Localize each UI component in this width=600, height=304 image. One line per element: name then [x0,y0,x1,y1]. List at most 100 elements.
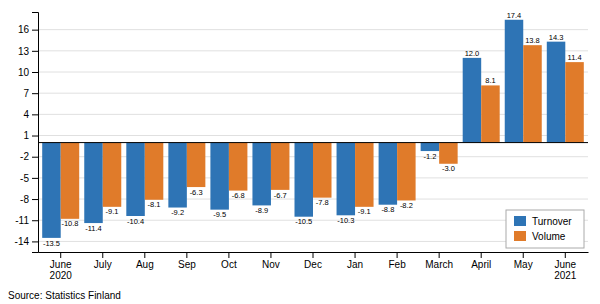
x-tick-label: March [425,259,453,270]
data-label: -8.2 [400,201,413,210]
bar [523,45,542,142]
x-tick-mark [144,252,145,258]
y-tick: 13 [18,46,38,57]
legend-swatch [514,216,526,226]
x-tick-label-line: June [554,259,576,270]
x-tick-label-line: 2020 [50,270,73,281]
legend-swatch [514,231,526,241]
y-tick-label: -11 [15,215,29,226]
data-label: -6.3 [190,188,203,197]
data-label: -10.3 [337,216,354,225]
legend-frame [506,210,584,248]
zero-line [38,142,588,143]
bar [547,42,566,143]
data-label: 13.8 [525,36,540,45]
bar [126,143,145,216]
x-tick-label-line: Aug [136,259,154,270]
y-tick-mark [32,72,38,73]
x-tick-mark [228,252,229,258]
bar [168,143,187,208]
data-label: -1.2 [423,152,436,161]
bar [271,143,290,190]
chart: -14-11-8-5-2147101316June2020JulyAugSepO… [0,0,600,304]
x-tick-label-line: June [50,259,72,270]
y-tick-label: -14 [15,236,30,247]
y-tick-mark [32,241,38,242]
x-tick-label-line: Sep [178,259,196,270]
bar [481,85,500,142]
bar [187,143,206,187]
y-tick-label: -2 [20,151,29,162]
data-label: -8.9 [255,206,268,215]
x-tick-label: July [94,259,112,270]
y-tick: 1 [23,130,38,141]
x-tick-mark [102,252,103,258]
x-tick-label-line: Feb [388,259,406,270]
data-label: 17.4 [507,11,522,20]
y-tick: -2 [20,151,38,162]
x-tick-mark [481,252,482,258]
x-tick-label: Aug [136,259,154,270]
y-tick-mark [32,30,38,31]
x-tick-label-line: May [514,259,533,270]
x-tick-mark [186,252,187,258]
x-tick: Sep [178,252,196,270]
data-labels: -13.5-11.4-10.4-9.2-9.5-8.9-10.5-10.3-8.… [43,11,582,248]
y-tick-label: 16 [18,24,30,35]
y-tick-mark [32,199,38,200]
bar [463,58,482,143]
x-tick-mark [565,252,566,258]
legend-item: Volume [514,231,566,242]
data-label: -6.7 [274,191,287,200]
bar [103,143,122,207]
legend-item: Turnover [514,216,572,227]
data-label: -9.1 [106,207,119,216]
data-label: -10.8 [61,219,78,228]
y-tick: 7 [23,88,38,99]
data-label: -3.0 [442,164,455,173]
bars [42,20,584,238]
x-tick-label: Feb [388,259,406,270]
y-tick: -8 [20,194,38,205]
y-tick-mark [32,51,38,52]
x-tick-mark [397,252,398,258]
legend-label: Turnover [532,216,572,227]
data-label: -8.1 [148,200,161,209]
x-axis: June2020JulyAugSepOctNovDecJanFebMarchAp… [39,252,589,281]
y-tick-label: 4 [23,109,29,120]
data-label: -13.5 [43,239,60,248]
data-label: -9.5 [213,210,226,219]
data-label: -11.4 [85,224,102,233]
bar [379,143,398,205]
bar [294,143,313,217]
data-label: -10.5 [295,217,312,226]
data-label: 8.1 [485,76,495,85]
y-axis-line [32,13,39,253]
y-tick: -11 [15,215,38,226]
bar [565,62,584,142]
bar [252,143,271,206]
y-tick: -5 [20,173,38,184]
bar [355,143,374,207]
x-tick-label: Oct [221,259,237,270]
data-label: -9.1 [358,207,371,216]
x-tick-label-line: Dec [304,259,322,270]
bar [61,143,80,219]
x-tick: May [514,252,533,270]
y-tick-label: -8 [20,194,29,205]
x-tick-label-line: Oct [221,259,237,270]
legend: Turnover Volume [506,210,584,248]
bar [337,143,356,216]
data-label: -7.8 [316,198,329,207]
data-label: -6.8 [232,191,245,200]
x-tick: Feb [388,252,406,270]
x-tick-label-line: 2021 [554,270,577,281]
x-tick-label: Nov [262,259,280,270]
x-tick-mark [439,252,440,258]
data-label: -8.8 [381,205,394,214]
x-tick: June2021 [554,252,577,281]
x-tick-mark [270,252,271,258]
x-tick: Dec [304,252,322,270]
x-tick: Nov [262,252,280,270]
x-tick-label: Dec [304,259,322,270]
